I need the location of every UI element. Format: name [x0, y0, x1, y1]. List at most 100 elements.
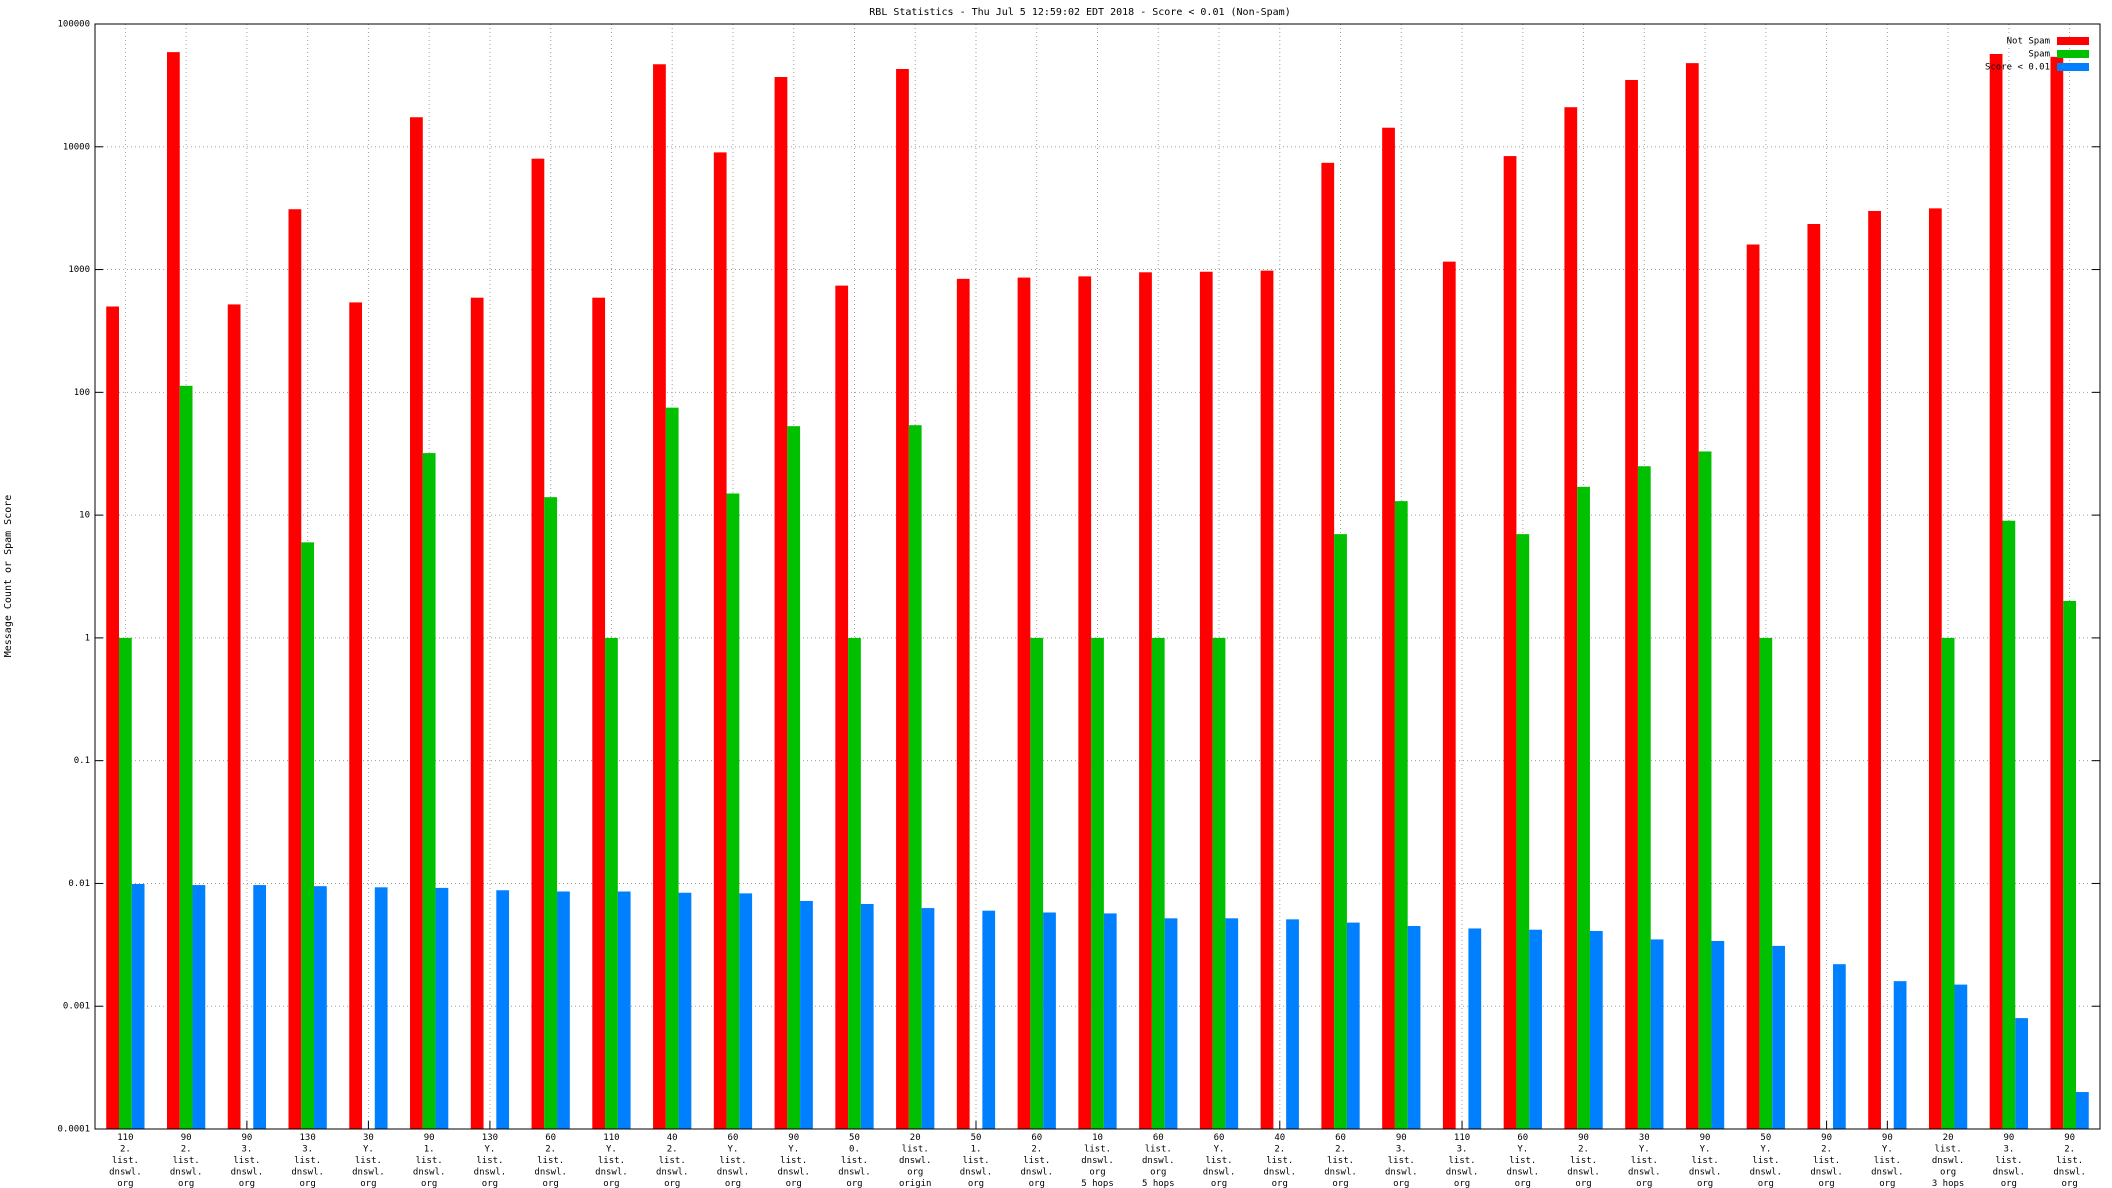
- x-tick-label-line: dnswl.: [231, 1167, 264, 1177]
- bar: [470, 297, 484, 1130]
- x-tick-label-line: 90: [2064, 1133, 2075, 1143]
- bar: [2050, 56, 2064, 1130]
- x-tick-label-line: Y.: [1760, 1144, 1771, 1154]
- x-tick-label-line: Y.: [1700, 1144, 1711, 1154]
- x-tick-label-line: 60: [1153, 1133, 1164, 1143]
- x-tick-label-line: 2.: [120, 1144, 131, 1154]
- y-tick-label: 100000: [57, 20, 90, 30]
- bar: [605, 637, 618, 1129]
- bar: [848, 637, 861, 1129]
- x-tick-label-line: list.: [112, 1156, 139, 1166]
- x-tick-label-line: list.: [902, 1144, 929, 1154]
- bar: [410, 117, 423, 1130]
- x-tick-label: 20 list. dnswl. org 3 hops: [1932, 1133, 1965, 1188]
- bar: [131, 883, 145, 1129]
- bar: [1286, 919, 1299, 1129]
- x-tick-label-line: list.: [1692, 1156, 1719, 1166]
- bar: [1334, 534, 1347, 1129]
- x-tick-label-line: 2.: [667, 1144, 678, 1154]
- x-tick-label-line: list.: [780, 1156, 807, 1166]
- bar: [1625, 79, 1638, 1130]
- bar: [314, 886, 327, 1129]
- x-tick-label-line: 2.: [1578, 1144, 1589, 1154]
- x-tick-label-line: list.: [1570, 1156, 1597, 1166]
- x-tick-label-line: dnswl.: [1324, 1167, 1357, 1177]
- bar: [1212, 637, 1226, 1129]
- bar: [1868, 210, 1881, 1130]
- x-tick-label-line: dnswl.: [352, 1167, 385, 1177]
- x-tick-label-line: list.: [1388, 1156, 1415, 1166]
- x-tick-label-line: 2.: [545, 1144, 556, 1154]
- bar: [106, 306, 119, 1129]
- x-tick-label-line: dnswl.: [1203, 1167, 1236, 1177]
- x-tick-label-line: org: [421, 1179, 437, 1188]
- legend-swatch: [2057, 63, 2089, 71]
- x-tick-label-line: list.: [659, 1156, 686, 1166]
- x-tick-label-line: 5 hops: [1142, 1179, 1175, 1188]
- bar: [1442, 261, 1456, 1129]
- x-tick-label-line: 130: [482, 1133, 498, 1143]
- x-tick-label-line: 90: [788, 1133, 799, 1143]
- bar: [1468, 928, 1482, 1129]
- bar: [1577, 486, 1590, 1129]
- bar: [192, 885, 206, 1129]
- x-tick-label-line: list.: [1631, 1156, 1658, 1166]
- bar: [2076, 1092, 2089, 1129]
- x-tick-label-line: dnswl.: [1628, 1167, 1661, 1177]
- x-tick-label-line: org: [664, 1179, 680, 1188]
- bar: [653, 64, 666, 1130]
- x-tick-label-line: list.: [1874, 1156, 1901, 1166]
- bar: [1078, 276, 1092, 1130]
- bar: [1043, 912, 1056, 1129]
- x-tick-label-line: 2.: [181, 1144, 192, 1154]
- bar: [1772, 945, 1785, 1129]
- bar: [982, 910, 996, 1129]
- x-tick-label-line: dnswl.: [1932, 1156, 1965, 1166]
- x-tick-label-line: list.: [355, 1156, 382, 1166]
- x-tick-label-line: org: [300, 1179, 316, 1188]
- x-tick-label-line: org: [1150, 1167, 1166, 1177]
- x-tick-label-line: org: [1515, 1179, 1531, 1188]
- bar: [1698, 451, 1712, 1130]
- bar: [1685, 63, 1699, 1130]
- bar: [435, 887, 449, 1129]
- bar: [665, 407, 679, 1129]
- bar: [1382, 127, 1395, 1130]
- x-tick-label-line: org: [482, 1179, 498, 1188]
- bar: [2063, 600, 2077, 1129]
- x-tick-label-line: org: [1879, 1179, 1895, 1188]
- x-tick-label-line: list.: [1266, 1156, 1293, 1166]
- x-tick-label-line: dnswl.: [960, 1167, 993, 1177]
- x-tick-label-line: 90: [424, 1133, 435, 1143]
- x-tick-label-line: 3.: [1457, 1144, 1468, 1154]
- x-tick-label-line: dnswl.: [1689, 1167, 1722, 1177]
- bar: [860, 904, 874, 1129]
- bar: [227, 304, 241, 1129]
- x-tick-label-line: org: [543, 1179, 559, 1188]
- bar: [1989, 53, 2003, 1129]
- x-tick-label-line: list.: [1752, 1156, 1779, 1166]
- bar: [592, 297, 606, 1130]
- bar: [1503, 156, 1517, 1130]
- bar: [908, 425, 922, 1129]
- bar: [1759, 637, 1773, 1129]
- bar: [1103, 913, 1117, 1129]
- x-tick-label: 60 list. dnswl. org 5 hops: [1142, 1133, 1175, 1188]
- bar: [1893, 981, 1907, 1129]
- x-tick-label-line: org: [1393, 1179, 1409, 1188]
- x-tick-label-line: list.: [173, 1156, 200, 1166]
- x-tick-label-line: org: [1758, 1179, 1774, 1188]
- x-tick-label-line: Y.: [485, 1144, 496, 1154]
- x-tick-label-line: Y.: [1882, 1144, 1893, 1154]
